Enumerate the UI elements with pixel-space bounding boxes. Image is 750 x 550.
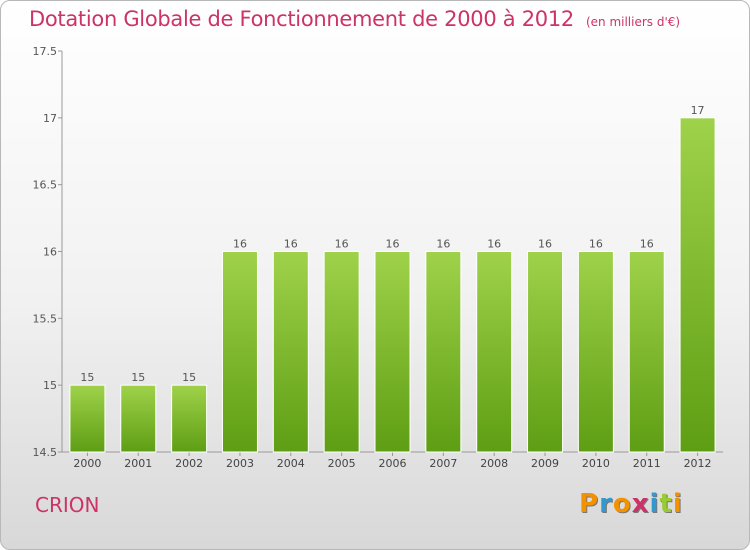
x-tick-label: 2010 xyxy=(582,457,610,470)
bar-value-label: 16 xyxy=(640,238,654,251)
bar-2012 xyxy=(679,117,716,453)
x-tick-label: 2005 xyxy=(328,457,356,470)
bar-value-label: 15 xyxy=(80,371,94,384)
x-tick-label: 2001 xyxy=(124,457,152,470)
bar-2011 xyxy=(628,251,665,453)
x-tick-label: 2004 xyxy=(277,457,305,470)
bar-value-label: 16 xyxy=(589,238,603,251)
x-tick-label: 2012 xyxy=(684,457,712,470)
y-tick-label: 17.5 xyxy=(33,45,58,58)
bar-2003 xyxy=(221,251,258,453)
bar-2010 xyxy=(577,251,614,453)
chart-bars xyxy=(69,117,716,453)
proxiti-logo: Proxiti xyxy=(579,489,683,519)
bar-value-label: 15 xyxy=(182,371,196,384)
chart-subtitle: (en milliers d'€) xyxy=(585,15,681,29)
logo-letter: o xyxy=(612,489,632,519)
x-tick-label: 2011 xyxy=(633,457,661,470)
bar-value-label: 16 xyxy=(386,238,400,251)
chart-title-text: Dotation Globale de Fonctionnement de 20… xyxy=(29,7,574,31)
x-tick-label: 2002 xyxy=(175,457,203,470)
x-tick-label: 2009 xyxy=(531,457,559,470)
chart-title: Dotation Globale de Fonctionnement de 20… xyxy=(29,7,680,31)
bar-value-label: 16 xyxy=(335,238,349,251)
logo-letter: i xyxy=(649,489,660,519)
logo-letter: t xyxy=(659,489,673,519)
bar-value-label: 16 xyxy=(538,238,552,251)
logo-letter: x xyxy=(631,489,650,519)
commune-name: CRION xyxy=(35,493,100,517)
logo-letter: P xyxy=(579,489,600,519)
bar-2002 xyxy=(171,384,208,453)
bar-value-label: 16 xyxy=(436,238,450,251)
bar-2001 xyxy=(120,384,157,453)
bar-value-label: 15 xyxy=(131,371,145,384)
bar-2006 xyxy=(374,251,411,453)
bar-2007 xyxy=(425,251,462,453)
x-tick-label: 2008 xyxy=(480,457,508,470)
y-tick-label: 16.5 xyxy=(33,179,58,192)
y-tick-label: 16 xyxy=(43,246,57,259)
x-tick-label: 2000 xyxy=(73,457,101,470)
x-tick-label: 2003 xyxy=(226,457,254,470)
bar-2000 xyxy=(69,384,106,453)
x-tick-label: 2007 xyxy=(429,457,457,470)
y-tick-label: 15 xyxy=(43,379,57,392)
bar-value-label: 16 xyxy=(284,238,298,251)
bar-2009 xyxy=(527,251,564,453)
y-tick-label: 15.5 xyxy=(33,312,58,325)
bar-value-label: 16 xyxy=(233,238,247,251)
bar-value-label: 17 xyxy=(691,104,705,117)
bar-2004 xyxy=(272,251,309,453)
bar-2005 xyxy=(323,251,360,453)
y-tick-label: 17 xyxy=(43,112,57,125)
x-tick-label: 2006 xyxy=(379,457,407,470)
chart-labels: 2000 15 2001 15 2002 15 2003 16 2004 16 2005 16 2006… xyxy=(73,104,711,470)
logo-letter: r xyxy=(599,489,613,519)
logo-letter: i xyxy=(672,489,683,519)
bar-value-label: 16 xyxy=(487,238,501,251)
y-tick-label: 14.5 xyxy=(33,446,58,459)
bar-2008 xyxy=(476,251,513,453)
